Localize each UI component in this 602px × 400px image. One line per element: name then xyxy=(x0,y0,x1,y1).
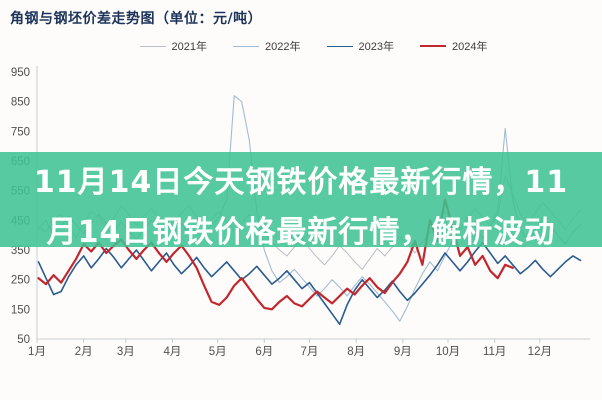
x-axis-label: 11月 xyxy=(483,346,506,358)
headline-text: 11月14日今天钢铁价格最新行情，11 月14日钢铁价格最新行情，解析波动 xyxy=(0,158,602,258)
y-axis-label: 250 xyxy=(11,275,30,287)
legend-line-swatch xyxy=(419,45,446,47)
x-axis-label: 10月 xyxy=(436,346,460,358)
y-axis-label: 850 xyxy=(11,97,30,109)
legend-line-swatch xyxy=(139,45,166,47)
legend-line-swatch xyxy=(233,45,260,47)
x-axis-label: 6月 xyxy=(255,346,273,358)
legend-item-2021: 2021年 xyxy=(139,38,208,54)
chart-legend: 2021年 2022年 2023年 2024年 xyxy=(37,38,590,54)
legend-label: 2023年 xyxy=(358,41,394,53)
headline-overlay-banner: 11月14日今天钢铁价格最新行情，11 月14日钢铁价格最新行情，解析波动 xyxy=(0,152,602,250)
x-axis-label: 9月 xyxy=(394,346,412,358)
y-axis-label: 50 xyxy=(17,334,30,346)
x-axis-label: 3月 xyxy=(117,346,135,358)
y-axis-label: 150 xyxy=(11,304,30,316)
x-axis-label: 7月 xyxy=(301,346,319,358)
legend-line-swatch xyxy=(326,45,353,47)
y-axis-label: 950 xyxy=(11,67,30,79)
y-axis-label: 750 xyxy=(11,126,30,138)
legend-item-2023: 2023年 xyxy=(326,38,394,54)
x-axis-label: 5月 xyxy=(209,346,227,358)
chart-title: 角钢与钢坯价差走势图（单位：元/吨） xyxy=(10,11,263,27)
x-axis-label: 4月 xyxy=(164,346,182,358)
x-axis-label: 12月 xyxy=(528,346,552,358)
y-axis-label: 350 xyxy=(11,245,30,257)
x-axis-label: 2月 xyxy=(75,346,93,358)
headline-line-1: 11月14日今天钢铁价格最新行情，11 xyxy=(33,165,569,200)
legend-label: 2021年 xyxy=(171,41,208,53)
legend-item-2022: 2022年 xyxy=(233,38,301,54)
headline-line-2: 月14日钢铁价格最新行情，解析波动 xyxy=(46,215,556,250)
x-axis-label: 8月 xyxy=(347,346,365,358)
legend-label: 2024年 xyxy=(451,41,488,53)
legend-item-2024: 2024年 xyxy=(419,38,488,54)
x-axis-label: 1月 xyxy=(28,346,46,358)
series-line-2023 xyxy=(37,241,582,326)
legend-label: 2022年 xyxy=(265,41,301,53)
